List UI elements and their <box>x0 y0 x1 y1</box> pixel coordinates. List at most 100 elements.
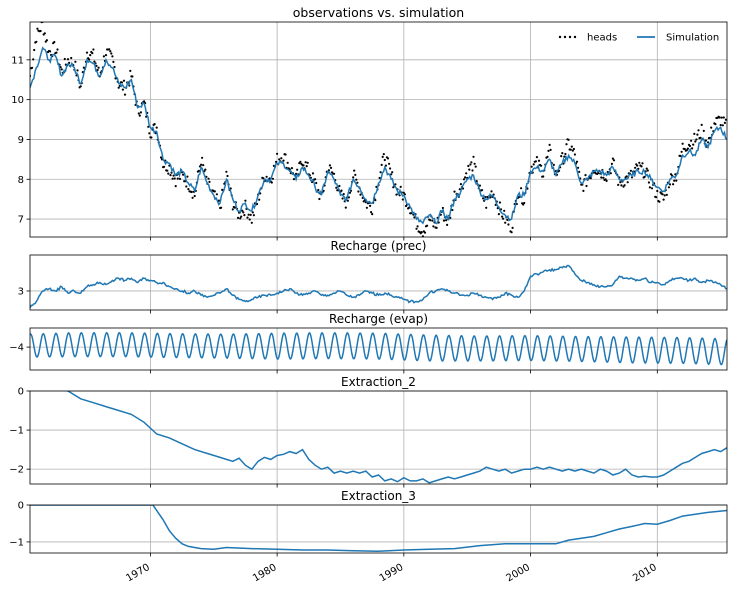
heads-point <box>459 183 462 186</box>
heads-point <box>365 206 368 209</box>
heads-point <box>620 184 623 187</box>
heads-point <box>416 225 419 228</box>
heads-point <box>217 199 221 202</box>
y-tick-label: −4 <box>9 343 24 354</box>
heads-point <box>299 160 302 163</box>
heads-point <box>470 161 473 164</box>
heads-point <box>695 138 698 141</box>
heads-point <box>123 93 127 96</box>
heads-point <box>371 213 374 216</box>
heads-point <box>383 158 386 162</box>
heads-point <box>718 116 721 119</box>
heads-point <box>572 147 576 151</box>
panel-title: observations vs. simulation <box>293 5 464 20</box>
heads-point <box>472 155 475 158</box>
heads-point <box>247 213 250 216</box>
heads-point <box>111 55 114 58</box>
heads-point <box>697 129 700 132</box>
y-tick-label: −1 <box>9 426 24 437</box>
heads-point <box>658 200 661 203</box>
heads-point <box>610 162 614 165</box>
legend-heads-marker <box>558 35 562 39</box>
heads-point <box>421 235 424 237</box>
heads-point <box>97 66 100 69</box>
heads-point <box>304 161 307 164</box>
heads-point <box>153 123 156 126</box>
heads-point <box>534 160 538 163</box>
axes-frame <box>29 21 728 238</box>
panel-title: Extraction_3 <box>341 489 416 503</box>
heads-point <box>43 32 46 35</box>
heads-point <box>680 150 683 153</box>
heads-point <box>89 54 92 57</box>
heads-point <box>338 184 341 188</box>
heads-point <box>721 124 724 127</box>
heads-point <box>565 143 568 146</box>
heads-point <box>465 172 468 175</box>
heads-point <box>478 184 481 187</box>
heads-point <box>679 154 682 158</box>
heads-point <box>88 58 91 61</box>
heads-point <box>271 177 274 180</box>
heads-point <box>629 169 633 172</box>
heads-point <box>129 69 132 72</box>
heads-point <box>446 223 449 226</box>
heads-point <box>504 221 507 224</box>
heads-point <box>699 136 702 139</box>
heads-point <box>122 79 126 82</box>
heads-point <box>401 198 404 201</box>
heads-point <box>552 163 555 166</box>
heads-point <box>693 132 696 135</box>
heads-point <box>208 180 211 183</box>
heads-point <box>240 215 243 218</box>
heads-point <box>547 149 550 152</box>
heads-point <box>193 194 196 198</box>
y-tick-label: 7 <box>18 215 24 226</box>
heads-point <box>567 138 570 141</box>
heads-point <box>578 170 581 173</box>
heads-point <box>317 188 320 192</box>
heads-point <box>645 167 648 170</box>
heads-point <box>112 60 115 64</box>
heads-point <box>185 185 188 188</box>
heads-point <box>121 88 124 91</box>
heads-point <box>340 189 343 192</box>
heads-point <box>241 209 244 212</box>
heads-point <box>347 196 350 199</box>
heads-point <box>143 100 146 103</box>
heads-point <box>215 193 218 196</box>
heads-point <box>302 164 305 167</box>
heads-point <box>278 158 281 161</box>
heads-point <box>511 226 514 229</box>
heads-point <box>213 190 216 193</box>
legend-label-heads: heads <box>587 33 617 44</box>
heads-point <box>625 175 628 178</box>
heads-point <box>480 189 484 192</box>
heads-point <box>386 157 390 160</box>
heads-point <box>33 48 36 52</box>
axes-frame <box>29 504 728 554</box>
heads-point <box>497 213 500 216</box>
heads-point <box>243 214 246 217</box>
heads-point <box>431 219 434 222</box>
heads-point <box>131 75 134 78</box>
heads-point <box>467 164 470 168</box>
heads-point <box>166 169 169 172</box>
y-tick-label: 8 <box>18 175 24 186</box>
heads-point <box>150 136 153 139</box>
heads-point <box>191 196 194 199</box>
heads-point <box>681 142 684 145</box>
heads-point <box>426 224 429 227</box>
heads-point <box>265 175 268 178</box>
heads-point <box>306 161 309 164</box>
heads-point <box>451 208 454 212</box>
y-tick-label: 10 <box>11 95 24 106</box>
heads-point <box>355 178 358 181</box>
heads-point <box>250 221 253 224</box>
heads-point <box>564 152 567 156</box>
heads-point <box>612 159 616 162</box>
heads-point <box>231 208 234 211</box>
heads-point <box>45 39 49 42</box>
heads-point <box>626 181 629 184</box>
heads-point <box>117 86 120 89</box>
